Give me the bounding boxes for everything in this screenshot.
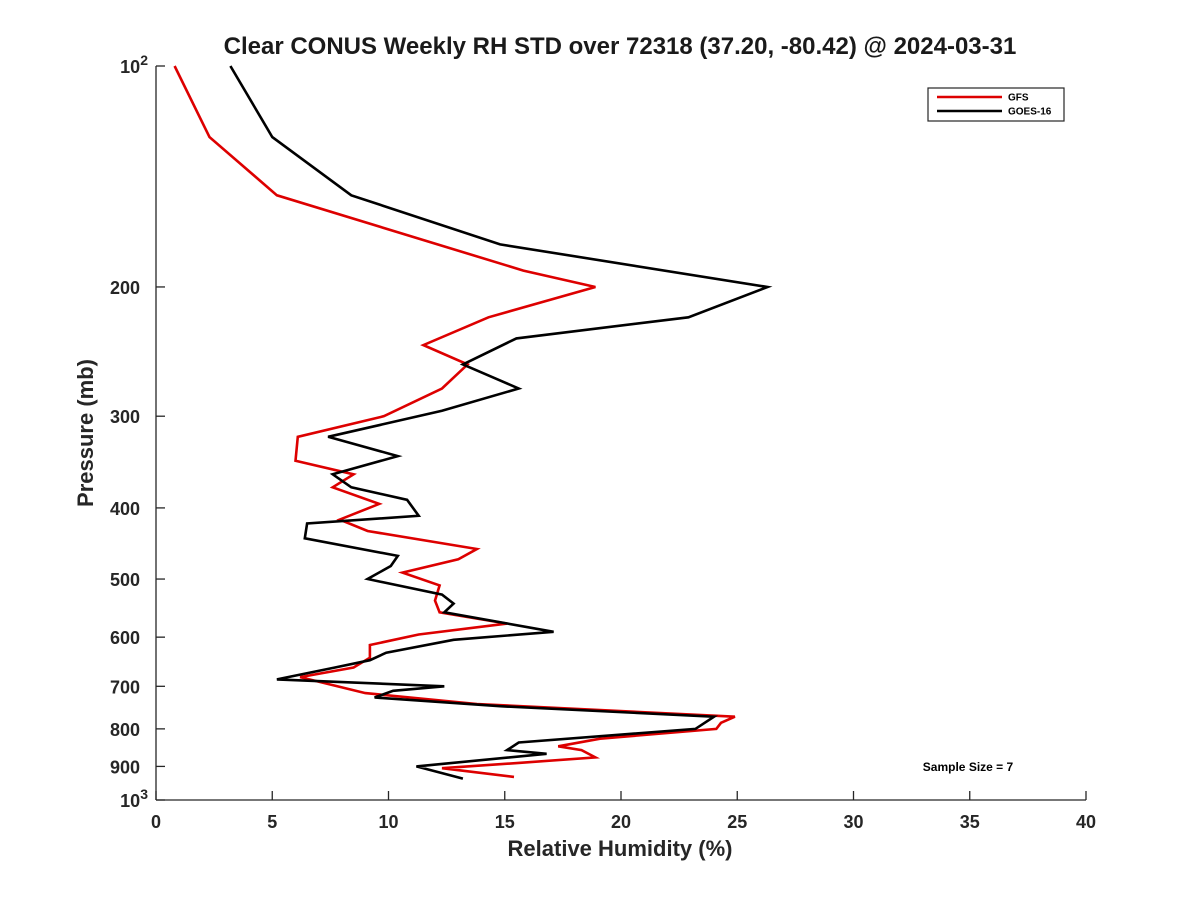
y-tick-label: 102 bbox=[120, 52, 148, 77]
legend-box bbox=[927, 87, 1065, 122]
chart-title: Clear CONUS Weekly RH STD over 72318 (37… bbox=[224, 33, 1017, 60]
y-tick-label: 300 bbox=[110, 407, 140, 427]
x-tick-label: 40 bbox=[1076, 812, 1096, 832]
y-tick-label: 700 bbox=[110, 677, 140, 697]
series-layer bbox=[173, 65, 773, 780]
x-tick-label: 30 bbox=[843, 812, 863, 832]
y-tick-label: 103 bbox=[120, 786, 148, 811]
legend-label-goes-16: GOES-16 bbox=[1008, 107, 1052, 118]
x-tick-label: 5 bbox=[267, 812, 277, 832]
y-tick-label: 400 bbox=[110, 499, 140, 519]
legend-entries: GFS GOES-16 bbox=[937, 93, 1052, 118]
x-tick-label: 10 bbox=[378, 812, 398, 832]
y-tick-label: 200 bbox=[110, 278, 140, 298]
plot-area: 0 5 10 15 20 25 30 35 40 102 200 300 400 500 600 700 800… bbox=[110, 52, 1096, 832]
y-tick-label: 600 bbox=[110, 628, 140, 648]
x-tick-label: 25 bbox=[727, 812, 747, 832]
y-axis-label: Pressure (mb) bbox=[73, 359, 98, 507]
x-tick-label: 15 bbox=[495, 812, 515, 832]
plot-background bbox=[156, 66, 1086, 800]
y-tick-label: 800 bbox=[110, 720, 140, 740]
y-tick-exponent: 2 bbox=[140, 52, 148, 68]
legend-label-gfs: GFS bbox=[1008, 93, 1029, 104]
x-tick-label: 0 bbox=[151, 812, 161, 832]
ticks-layer: 0 5 10 15 20 25 30 35 40 102 200 300 400 500 600 700 800… bbox=[110, 52, 1096, 832]
sample-size-annotation: Sample Size = 7 bbox=[923, 760, 1014, 774]
x-tick-label: 20 bbox=[611, 812, 631, 832]
series-line-gfs bbox=[173, 65, 736, 779]
x-axis-label: Relative Humidity (%) bbox=[508, 836, 733, 861]
y-tick-exponent: 3 bbox=[140, 786, 148, 802]
y-tick-label: 900 bbox=[110, 757, 140, 777]
y-tick-label: 500 bbox=[110, 570, 140, 590]
series-line-goes-16 bbox=[229, 65, 773, 780]
legend: GFS GOES-16 bbox=[927, 87, 1065, 122]
x-tick-label: 35 bbox=[960, 812, 980, 832]
